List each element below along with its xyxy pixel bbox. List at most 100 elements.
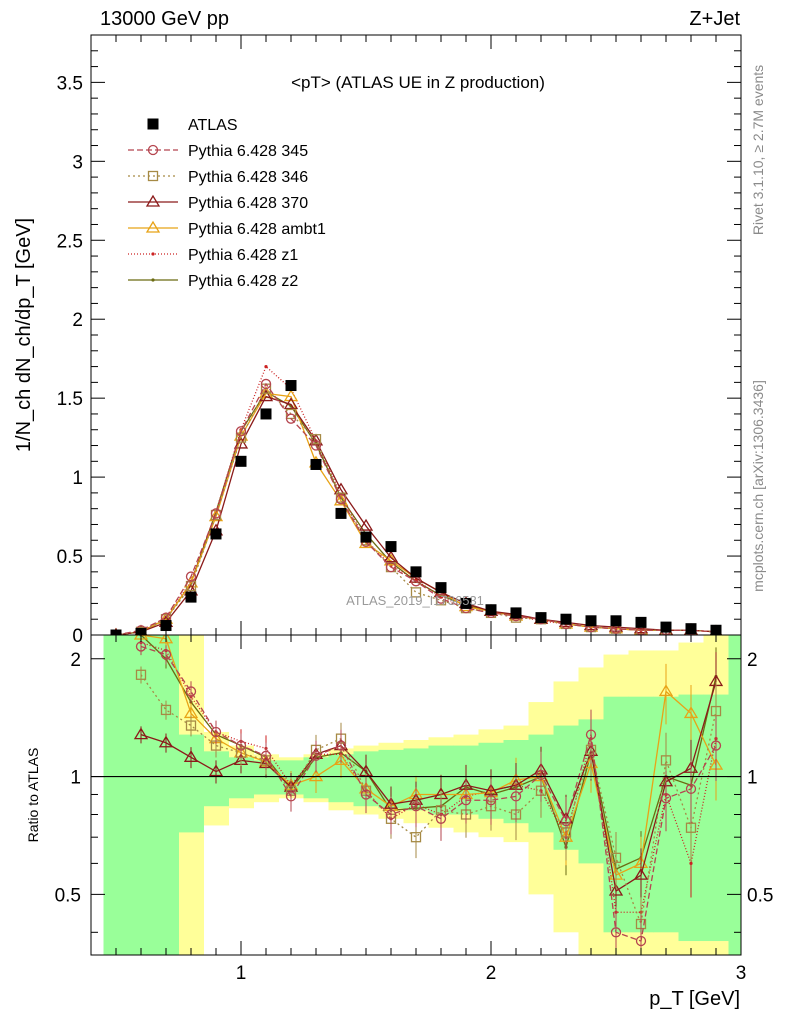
data-point xyxy=(210,508,222,519)
series-line xyxy=(115,382,717,635)
y-tick-label: 3.5 xyxy=(57,73,83,94)
legend-label: Pythia 6.428 z1 xyxy=(188,247,298,264)
data-point xyxy=(158,635,174,644)
data-point xyxy=(358,518,374,531)
data-point xyxy=(308,769,324,782)
data-point xyxy=(385,809,397,820)
ratio-y-tick-label-right: 1 xyxy=(747,768,758,789)
data-point xyxy=(658,684,674,697)
legend-label: Pythia 6.428 370 xyxy=(188,195,308,212)
y-axis-label: 1/N_ch dN_ch/dp_T [GeV] xyxy=(13,218,35,452)
data-point xyxy=(660,755,672,766)
data-point xyxy=(460,795,472,806)
data-point xyxy=(710,624,722,635)
data-point xyxy=(333,753,349,766)
data-point xyxy=(185,686,197,697)
data-point xyxy=(410,832,422,843)
data-point xyxy=(635,616,647,628)
data-point xyxy=(147,118,159,130)
legend-entry: Pythia 6.428 370 xyxy=(128,194,308,212)
data-point xyxy=(585,729,597,740)
data-point xyxy=(360,789,372,800)
data-point xyxy=(160,704,172,716)
ratio-y-tick-label: 1 xyxy=(70,768,81,789)
data-point xyxy=(560,815,572,827)
data-point xyxy=(147,144,159,156)
data-point xyxy=(360,531,372,543)
data-point xyxy=(145,220,161,233)
ratio-line xyxy=(140,641,717,913)
legend-label: Pythia 6.428 345 xyxy=(188,143,308,160)
ratio-y-tick-label: 2 xyxy=(70,650,81,671)
data-point xyxy=(235,455,247,467)
data-point xyxy=(145,194,161,207)
data-point xyxy=(610,615,622,627)
main-panel: 0 0.5 1 1.5 2 2.5 3 3.5 xyxy=(57,34,742,647)
legend-entry: Pythia 6.428 ambt1 xyxy=(128,220,326,238)
legend-entry: Pythia 6.428 z2 xyxy=(128,273,298,290)
data-point xyxy=(264,364,268,369)
data-point xyxy=(385,541,397,553)
uncertainty-band-inner xyxy=(128,635,154,955)
data-point xyxy=(310,440,322,451)
data-point xyxy=(183,750,199,762)
data-point xyxy=(260,408,272,420)
ratio-panel: 0.5 0.5 1 1 2 2 1 2 3 xyxy=(55,634,773,984)
data-point xyxy=(635,935,647,947)
y-tick-label: 0.5 xyxy=(57,547,83,568)
data-point xyxy=(310,458,322,470)
data-point xyxy=(283,389,299,402)
data-point xyxy=(485,795,497,806)
data-point xyxy=(660,621,672,633)
data-point xyxy=(510,791,522,802)
ratio-y-tick-label-right: 0.5 xyxy=(747,885,773,906)
data-point xyxy=(185,571,197,582)
y-tick-label: 0 xyxy=(72,626,83,647)
header-left: 13000 GeV pp xyxy=(100,8,229,30)
legend-label: Pythia 6.428 ambt1 xyxy=(188,221,326,238)
data-point xyxy=(151,278,155,282)
legend-entry: ATLAS xyxy=(147,117,238,134)
legend-entry: Pythia 6.428 345 xyxy=(128,143,308,160)
x-axis-label: p_T [GeV] xyxy=(649,988,740,1010)
data-point xyxy=(210,528,222,540)
y-tick-label: 3 xyxy=(72,152,83,173)
data-point xyxy=(535,769,547,781)
data-point xyxy=(710,740,722,751)
data-point xyxy=(260,750,272,761)
data-point xyxy=(335,494,347,505)
uncertainty-band-inner xyxy=(153,635,179,955)
data-point xyxy=(210,726,222,738)
data-point xyxy=(535,612,547,624)
data-point xyxy=(235,426,247,437)
data-point xyxy=(335,507,347,519)
legend: ATLAS Pythia 6.428 345 Pythia 6.428 346 Pyt… xyxy=(128,117,326,290)
data-point xyxy=(660,793,672,804)
data-point xyxy=(610,927,622,938)
data-point xyxy=(385,561,397,573)
legend-entry: Pythia 6.428 346 xyxy=(128,169,308,186)
header-right: Z+Jet xyxy=(689,8,740,30)
y-tick-label: 2.5 xyxy=(57,231,83,252)
x-tick-label: 1 xyxy=(236,963,247,984)
data-point xyxy=(160,649,172,660)
uncertainty-band-inner xyxy=(103,635,129,955)
data-point xyxy=(560,613,572,625)
data-point xyxy=(585,615,597,627)
data-point xyxy=(410,566,422,578)
data-point xyxy=(485,604,497,616)
data-point xyxy=(208,764,224,777)
y-tick-label: 2 xyxy=(72,310,83,331)
data-point xyxy=(633,867,649,880)
data-point xyxy=(185,591,197,603)
data-point xyxy=(710,705,722,717)
data-point xyxy=(260,378,272,390)
data-point xyxy=(310,750,322,761)
data-point xyxy=(285,413,297,424)
data-point xyxy=(335,740,347,751)
uncertainty-band-inner xyxy=(728,635,741,955)
data-point xyxy=(160,620,172,632)
data-point xyxy=(608,883,624,896)
data-point xyxy=(410,801,422,812)
